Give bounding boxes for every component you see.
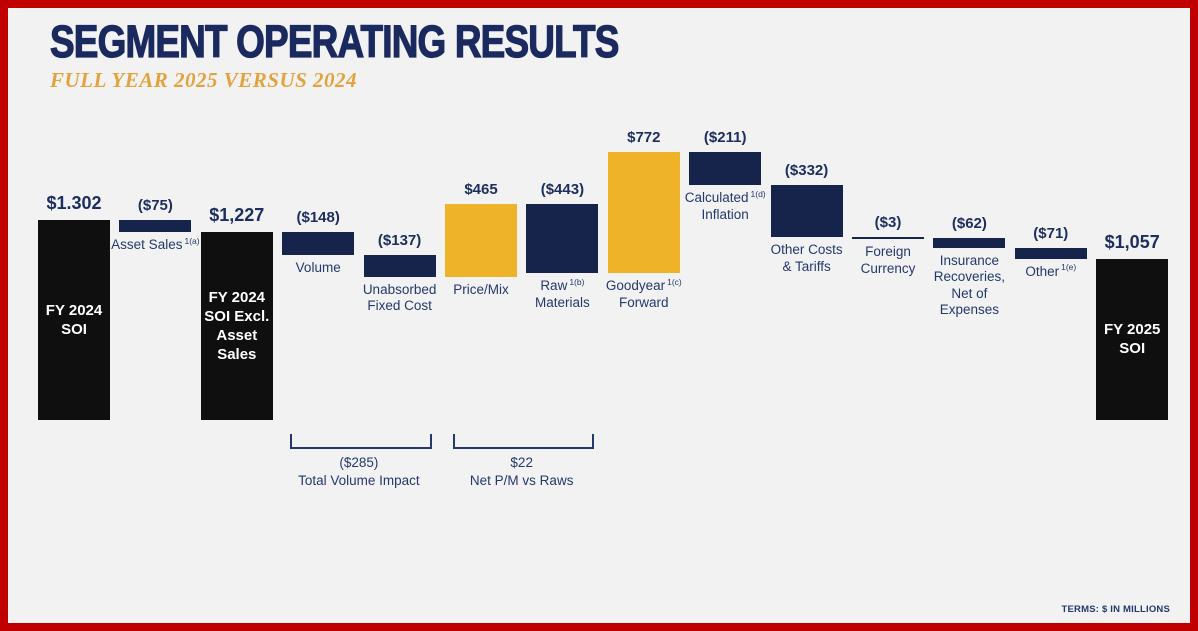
bar-label-unabsorbed-fixed-cost: Unabsorbed Fixed Cost	[362, 281, 437, 314]
footnote-marker-asset-sales: 1(a)	[184, 235, 200, 246]
value-label-other: ($71)	[1033, 224, 1069, 242]
bar-label-asset-sales: Asset Sales 1(a)	[111, 235, 200, 252]
bar-price-mix	[445, 203, 517, 277]
value-label-unabsorbed-fixed-cost: ($137)	[377, 232, 422, 250]
bar-other-costs-tariffs	[770, 185, 843, 238]
bar-calculated-inflation	[689, 152, 762, 186]
bar-label-goodyear-forward: Goodyear 1(c) Forward	[605, 276, 682, 310]
bar-label-other: Other 1(e)	[1025, 262, 1077, 279]
bar-insurance-recoveries	[933, 237, 1006, 248]
value-label-raw-materials: ($443)	[540, 180, 585, 198]
bracket-2	[453, 434, 595, 449]
bar-foreign-currency	[852, 237, 924, 240]
bar-fy2024-soi	[38, 220, 110, 420]
value-label-goodyear-forward: $772	[627, 129, 661, 147]
bracket-caption-2: Net P/M vs Raws	[469, 473, 574, 488]
footnote-marker-raw-materials: 1(b)	[569, 276, 585, 287]
units-note: TERMS: $ IN MILLIONS	[1061, 604, 1170, 615]
waterfall-chart: $1.302 FY 2024 SOI ($75) Asset Sales 1(a) $1,2…	[8, 8, 1190, 623]
footnote-marker-other: 1(e)	[1061, 262, 1077, 273]
bar-fy2024-soi-excl-asset-sales	[200, 232, 273, 420]
value-label-fy2024-soi-excl-asset-sales: $1,227	[209, 205, 265, 225]
bar-goodyear-forward	[607, 152, 680, 274]
value-label-fy2025-soi: $1,057	[1104, 231, 1160, 252]
bar-inside-label-fy2025-soi: FY 2025 SOI	[1103, 321, 1161, 358]
bracket-caption-1: Total Volume Impact	[298, 473, 420, 488]
bar-label-foreign-currency: Foreign Currency	[860, 244, 916, 276]
bracket-1	[290, 434, 432, 449]
bar-label-other-costs-tariffs: Other Costs & Tariffs	[770, 242, 843, 274]
slide-header: SEGMENT OPERATING RESULTS FULL YEAR 2025…	[49, 16, 743, 93]
bar-other	[1014, 247, 1087, 259]
bar-label-volume: Volume	[295, 260, 341, 276]
bar-label-price-mix: Price/Mix	[453, 281, 509, 297]
footnote-marker-calculated-inflation: 1(d)	[750, 188, 766, 199]
value-label-fy2024-soi: $1.302	[46, 193, 102, 214]
value-label-insurance-recoveries: ($62)	[951, 214, 987, 232]
bar-label-raw-materials: Raw 1(b) Materials	[535, 276, 590, 310]
bar-unabsorbed-fixed-cost	[363, 255, 436, 277]
bracket-value-1: ($285)	[339, 455, 379, 470]
bar-label-calculated-inflation: Calculated 1(d) Inflation	[684, 188, 766, 222]
bracket-value-2: $22	[510, 455, 533, 470]
slide-title: SEGMENT OPERATING RESULTS	[49, 16, 619, 67]
bar-asset-sales	[119, 220, 192, 232]
value-label-foreign-currency: ($3)	[874, 214, 902, 232]
bar-label-insurance-recoveries: Insurance Recoveries, Net of Expenses	[933, 252, 1006, 318]
footnote-marker-goodyear-forward: 1(c)	[667, 276, 682, 287]
value-label-calculated-inflation: ($211)	[703, 129, 747, 147]
bar-inside-label-fy2024-soi: FY 2024 SOI	[45, 302, 103, 339]
value-label-price-mix: $465	[464, 180, 498, 198]
value-label-volume: ($148)	[296, 209, 340, 226]
slide-subtitle: FULL YEAR 2025 VERSUS 2024	[50, 68, 358, 93]
bar-inside-label-fy2024-soi-excl-asset-sales: FY 2024 SOI Excl. Asset Sales	[204, 289, 270, 363]
value-label-other-costs-tariffs: ($332)	[784, 162, 829, 180]
bar-volume	[282, 232, 355, 256]
bar-fy2025-soi	[1096, 258, 1169, 420]
bar-raw-materials	[526, 203, 599, 274]
value-label-asset-sales: ($75)	[137, 197, 173, 215]
